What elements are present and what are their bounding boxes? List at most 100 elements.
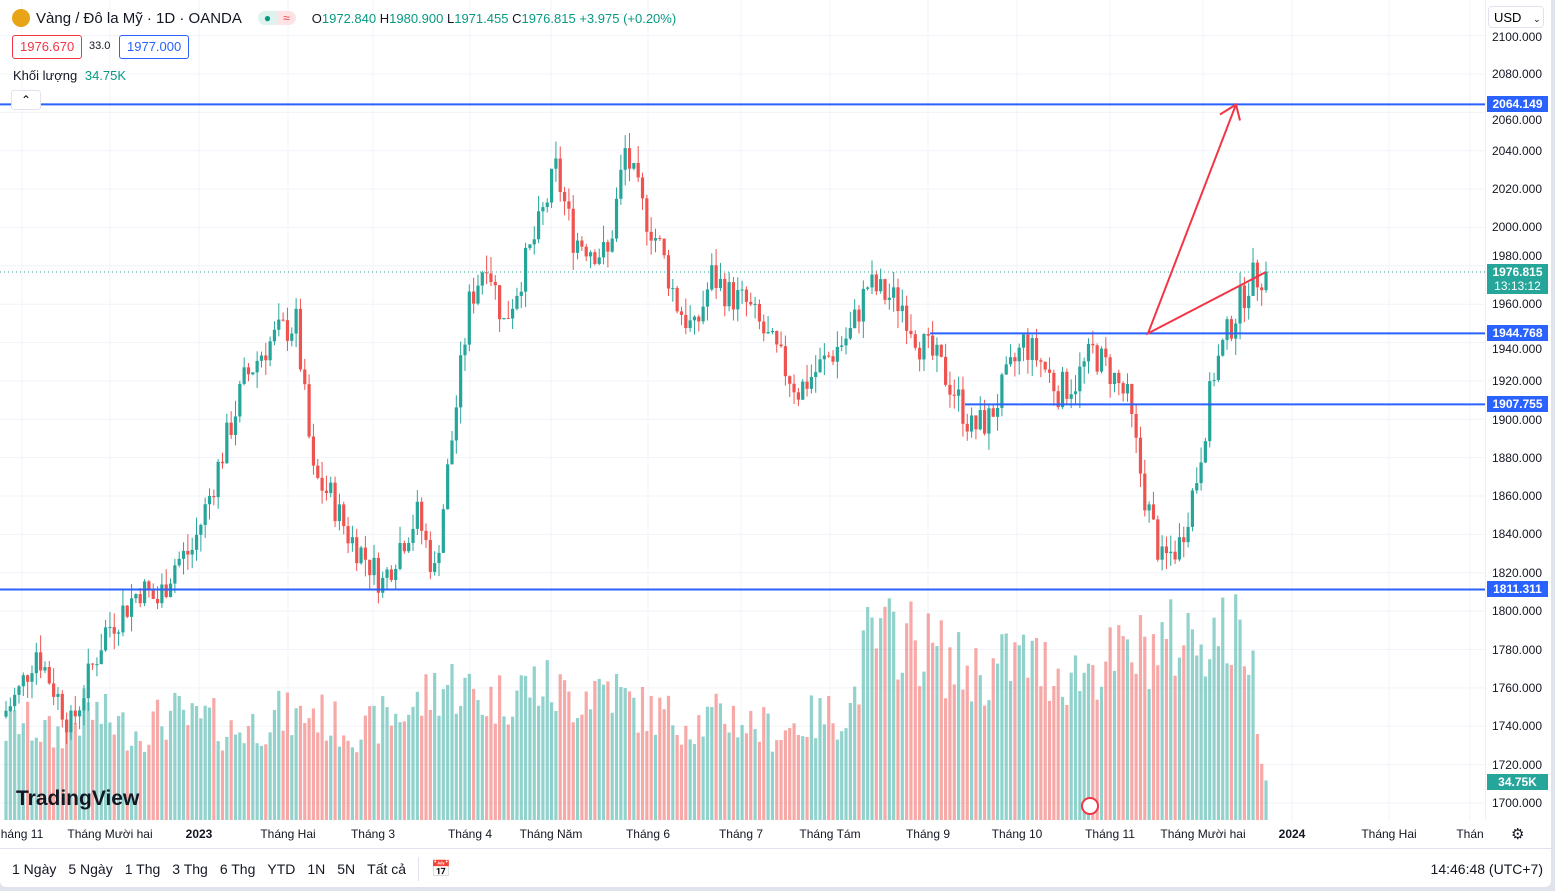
tradingview-logo[interactable]: TradingView [16, 787, 140, 810]
candle-body [151, 590, 155, 599]
candle-body [60, 693, 64, 720]
candle-body [874, 274, 878, 292]
range-button[interactable]: 5N [337, 861, 356, 877]
candle-body [632, 162, 636, 169]
volume-bar [1195, 655, 1199, 820]
volume-bar [1260, 763, 1264, 820]
volume-bar [567, 691, 571, 820]
candle-body [731, 282, 736, 310]
chart-canvas[interactable] [0, 0, 1485, 820]
volume-bar [168, 710, 173, 820]
buy-price-button[interactable]: 1977.000 [119, 35, 190, 59]
candle-body [1073, 391, 1078, 395]
volume-bar [1091, 665, 1095, 820]
candle-body [519, 291, 523, 296]
candle-body [52, 683, 56, 697]
volume-bar [571, 722, 575, 820]
chevron-down-icon: ⌄ [1533, 14, 1541, 24]
candle-body [1160, 546, 1164, 560]
volume-bar [506, 724, 510, 820]
candle-body [801, 381, 805, 400]
candle-body [415, 501, 419, 529]
volume-bar [220, 750, 225, 820]
volume-bar [73, 722, 77, 820]
range-button[interactable]: Tất cả [367, 861, 407, 877]
volume-bar [796, 734, 800, 820]
clock-time[interactable]: 14:46:48 (UTC+7) [1430, 861, 1543, 877]
gold-icon [12, 9, 30, 27]
candle-body [1229, 319, 1233, 339]
candle-body [346, 526, 350, 544]
volume-bar [619, 687, 623, 820]
candle-body [316, 465, 320, 478]
volume-bar [892, 611, 896, 820]
candle-body [459, 355, 463, 408]
range-button[interactable]: 1N [307, 861, 326, 877]
range-button[interactable]: 5 Ngày [68, 861, 113, 877]
volume-bar [303, 723, 307, 820]
volume-bar [541, 696, 545, 820]
volume-bar [1039, 686, 1043, 820]
volume-bar [251, 713, 255, 820]
candle-body [1238, 285, 1242, 324]
collapse-legend-button[interactable]: ⌃ [11, 90, 41, 110]
candle-body [697, 316, 701, 322]
candle-body [1177, 537, 1182, 560]
currency-select[interactable]: USD ⌄ [1488, 6, 1544, 28]
time-label: Tháng 7 [718, 827, 764, 841]
volume-bar [575, 717, 580, 820]
time-label: 2024 [1278, 827, 1306, 841]
candle-body [879, 279, 883, 292]
volume-bar [91, 719, 95, 820]
volume-bar [653, 734, 658, 820]
candle-body [1212, 380, 1216, 382]
sell-price-button[interactable]: 1976.670 [12, 35, 83, 59]
candle-body [939, 344, 943, 357]
volume-bar [1190, 629, 1195, 820]
volume-bar [290, 735, 294, 820]
price-tick: 2060.000 [1491, 113, 1542, 128]
volume-bar [368, 706, 372, 820]
candle-body [718, 278, 723, 288]
range-button[interactable]: YTD [267, 861, 296, 877]
volume-bar [580, 714, 584, 820]
range-button[interactable]: 3 Thg [172, 861, 208, 877]
volume-bar [1073, 655, 1078, 820]
volume-bar [1169, 599, 1173, 820]
candle-body [467, 291, 471, 345]
candle-body [827, 355, 831, 357]
volume-bar [472, 688, 476, 820]
candle-body [1060, 371, 1065, 408]
range-button[interactable]: 1 Thg [124, 861, 161, 877]
price-tick: 2100.000 [1491, 30, 1542, 44]
volume-bar [26, 701, 30, 820]
candle-body [1242, 285, 1246, 309]
candle-body [82, 698, 86, 711]
candle-body [1216, 355, 1220, 381]
time-axis[interactable]: háng 11 Tháng Mười hai 2023 Tháng Hai Tháng … [0, 820, 1485, 846]
candle-body [294, 308, 298, 334]
volume-bar [320, 694, 324, 820]
time-label: Thán [1456, 827, 1484, 841]
volume-bar [1056, 668, 1060, 820]
time-label: Tháng Hai [260, 827, 316, 841]
volume-bar [160, 726, 164, 820]
volume-bar [43, 719, 47, 820]
volume-bar [935, 645, 939, 820]
range-button[interactable]: 6 Thg [219, 861, 256, 877]
candle-body [796, 392, 800, 400]
candle-body [848, 328, 852, 339]
candle-body [229, 422, 233, 436]
market-status-badge[interactable]: ● ≈ [257, 11, 296, 25]
volume-bar [1234, 594, 1238, 820]
price-axis[interactable]: 2100.000 2080.000 2060.000 2040.000 2020.000… [1485, 0, 1555, 820]
range-button[interactable]: 1 Ngày [12, 861, 57, 877]
candle-body [368, 559, 372, 576]
candle-body [164, 584, 168, 597]
volume-bar [1125, 639, 1130, 820]
candle-body [675, 287, 679, 312]
symbol-title[interactable]: Vàng / Đô la Mỹ · 1D · OANDA [36, 9, 242, 27]
settings-icon[interactable]: ⚙ [1511, 826, 1525, 843]
candle-body [99, 650, 103, 665]
goto-date-icon[interactable]: 📅 [431, 861, 451, 878]
